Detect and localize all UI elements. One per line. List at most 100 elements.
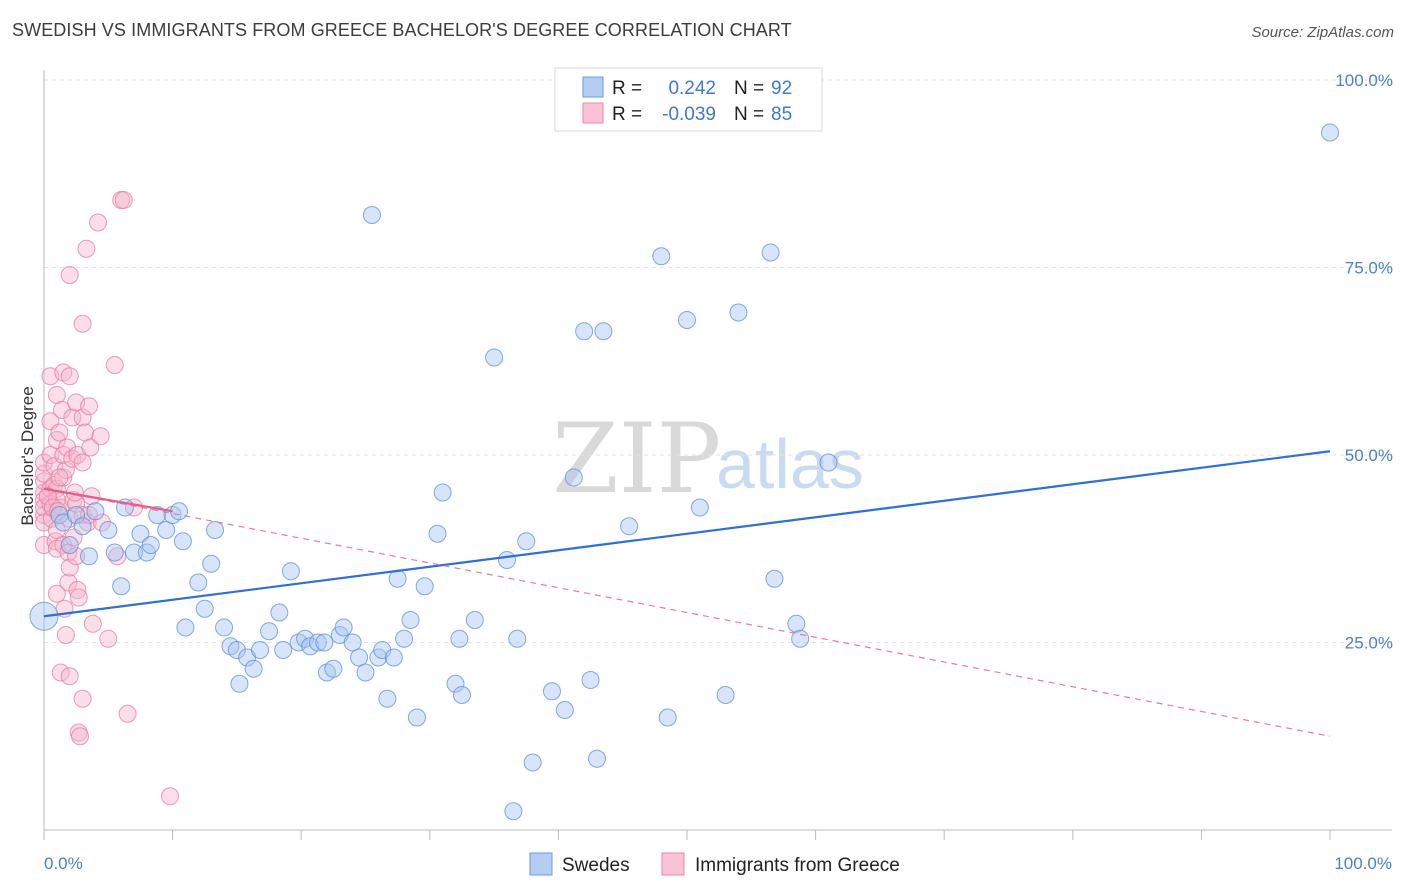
swedes-point <box>388 569 407 588</box>
swedes-point <box>594 322 613 341</box>
swedes-point <box>401 611 420 629</box>
swedes-point <box>105 543 124 562</box>
swedes-point <box>202 554 221 573</box>
greece-point <box>56 461 75 479</box>
legend-r-label-2: R = <box>612 104 642 125</box>
swedes-point <box>67 506 86 524</box>
legend-n-label-2: N = <box>734 104 764 125</box>
greece-point <box>63 408 82 427</box>
greece-point <box>47 386 66 404</box>
stats-legend: R = 0.242 N = 92 R = -0.039 N = 85 <box>554 67 823 132</box>
swedes-point <box>189 573 208 592</box>
swedes-trend-line <box>43 450 1331 618</box>
bottom-legend-label-swedes: Swedes <box>562 855 630 876</box>
swedes-point <box>281 562 300 581</box>
greece-point <box>91 427 110 446</box>
x-tick-label-min: 0.0% <box>44 854 83 873</box>
swedes-point <box>251 641 270 659</box>
greece-point <box>118 704 137 723</box>
swedes-point <box>260 622 279 641</box>
greece-point <box>38 487 57 506</box>
swedes-point <box>428 524 447 543</box>
greece-point <box>114 191 133 209</box>
greece-point <box>60 667 79 686</box>
y-tick-label-25: 25.0% <box>1345 634 1393 653</box>
swedes-point <box>761 243 780 262</box>
greece-point <box>73 408 92 427</box>
series-swedes-points <box>29 123 1339 821</box>
swedes-point <box>446 674 465 693</box>
greece-point <box>47 584 66 603</box>
swedes-point <box>131 524 150 543</box>
legend-n-label-1: N = <box>734 78 764 99</box>
swedes-point <box>652 247 671 266</box>
swedes-point <box>450 629 469 648</box>
greece-point <box>59 573 78 592</box>
greece-point <box>92 513 111 532</box>
swedes-point <box>729 303 748 322</box>
swedes-point <box>542 682 561 701</box>
swedes-point <box>244 659 263 678</box>
greece-point <box>81 438 100 457</box>
greece-trend-line-dashed <box>43 488 1331 737</box>
swedes-point <box>433 483 452 502</box>
swedes-point <box>356 663 375 682</box>
greece-point <box>47 521 66 539</box>
swedes-point <box>555 701 574 719</box>
greece-point <box>60 558 79 577</box>
swedes-point <box>112 577 131 596</box>
series-legend: Swedes Immigrants from Greece <box>529 852 900 876</box>
swedes-point <box>308 633 327 652</box>
swedes-point <box>315 633 334 652</box>
legend-n-value-1: 92 <box>771 78 792 99</box>
greece-trend-line-solid <box>43 487 173 513</box>
greece-point <box>56 626 75 644</box>
swedes-point <box>395 629 414 648</box>
greece-point <box>99 629 118 648</box>
chart-title: SWEDISH VS IMMIGRANTS FROM GREECE BACHEL… <box>12 20 792 40</box>
watermark-atlas: atlas <box>716 425 864 503</box>
legend-r-value-2: -0.039 <box>662 104 716 125</box>
legend-r-value-1: 0.242 <box>668 78 716 99</box>
swedes-point <box>587 749 606 768</box>
swedes-point <box>465 611 484 629</box>
greece-point <box>73 314 92 333</box>
greece-point <box>50 423 69 442</box>
swedes-point <box>384 648 403 667</box>
swedes-point <box>141 536 160 554</box>
swedes-point <box>378 689 397 708</box>
swedes-point <box>86 502 105 521</box>
swedes-point <box>99 521 118 539</box>
gridlines <box>44 79 1392 643</box>
greece-point <box>161 787 180 806</box>
chart-source: Source: ZipAtlas.com <box>1251 24 1394 41</box>
greece-point <box>60 266 79 284</box>
swedes-point <box>362 206 381 224</box>
greece-point <box>69 588 88 607</box>
greece-point <box>60 367 79 386</box>
greece-point <box>77 239 96 258</box>
swedes-point <box>407 708 426 727</box>
greece-point <box>73 453 92 472</box>
y-tick-label-75: 75.0% <box>1345 259 1393 278</box>
swedes-point <box>73 517 92 536</box>
watermark-zip: ZIP <box>552 403 721 515</box>
swedes-point <box>324 659 343 678</box>
greece-point <box>58 438 77 457</box>
swedes-point <box>497 551 516 569</box>
y-tick-label-50: 50.0% <box>1345 446 1393 465</box>
swedes-point <box>678 311 696 329</box>
swedes-point <box>125 543 144 562</box>
swedes-point <box>334 618 353 637</box>
swedes-point <box>148 506 167 524</box>
greece-point <box>54 468 73 487</box>
swedes-point <box>575 322 594 341</box>
legend-r-label-1: R = <box>612 78 642 99</box>
swedes-point <box>564 468 583 487</box>
greece-point <box>67 547 86 566</box>
swedes-point <box>343 633 362 652</box>
swedes-point <box>508 629 527 648</box>
swedes-point <box>485 348 504 367</box>
bottom-legend-swatch-greece <box>661 852 685 876</box>
